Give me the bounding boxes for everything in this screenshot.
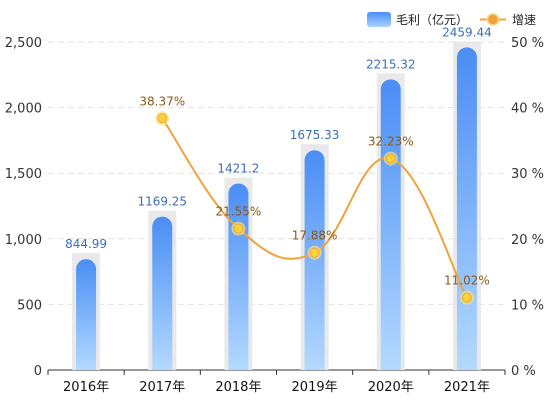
growth-line: [161, 117, 468, 299]
legend-line-marker: [486, 13, 500, 26]
bar: [380, 79, 401, 371]
x-tick-label: 2018年: [215, 380, 261, 395]
line-point: [309, 247, 320, 258]
line-data-labels: 38.37% 21.55% 17.88% 32.23% 11.02%: [139, 94, 489, 287]
line-point: [233, 223, 244, 234]
x-tick-label: 2016年: [63, 380, 109, 395]
left-tick-label: 2,500: [5, 36, 42, 51]
legend-item-bar[interactable]: 毛利（亿元）: [367, 12, 468, 27]
right-tick-label: 0 %: [511, 364, 536, 379]
left-tick-label: 1,000: [5, 233, 42, 248]
right-tick-label: 20 %: [511, 233, 544, 248]
bar: [76, 259, 97, 370]
left-tick-label: 500: [17, 298, 42, 313]
line-data-label: 32.23%: [368, 135, 414, 149]
legend: 毛利（亿元） 增速: [367, 12, 536, 27]
gridlines: [48, 41, 505, 305]
line-data-label: 17.88%: [292, 229, 338, 243]
legend-line-label: 增速: [512, 13, 536, 27]
left-tick-label: 1,500: [5, 167, 42, 182]
bar: [456, 47, 477, 370]
left-y-axis: 0 500 1,000 1,500 2,000 2,500: [5, 36, 42, 379]
bar-series: [72, 41, 481, 371]
right-tick-label: 30 %: [511, 167, 544, 182]
right-y-axis: 0 % 10 % 20 % 30 % 40 % 50 %: [511, 36, 544, 379]
right-tick-label: 10 %: [511, 298, 544, 313]
bar-data-label: 844.99: [65, 237, 107, 251]
x-tick-label: 2019年: [292, 380, 338, 395]
x-tick-label: 2021年: [444, 380, 490, 395]
bar-data-label: 2215.32: [366, 57, 416, 71]
right-tick-label: 50 %: [511, 36, 544, 51]
right-tick-label: 40 %: [511, 102, 544, 117]
bar-data-label: 1421.2: [217, 162, 259, 176]
legend-bar-swatch: [367, 12, 391, 27]
line-point: [385, 153, 396, 164]
bar-data-labels: 844.99 1169.25 1421.2 1675.33 2215.32 2459.44: [65, 25, 492, 251]
line-points: [155, 111, 474, 305]
left-tick-label: 2,000: [5, 102, 42, 117]
line-data-label: 21.55%: [216, 205, 262, 219]
x-tick-label: 2017年: [139, 380, 185, 395]
line-data-label: 11.02%: [444, 274, 490, 288]
legend-item-line[interactable]: 增速: [480, 13, 536, 27]
line-point: [461, 292, 472, 303]
bar-data-label: 1169.25: [137, 195, 187, 209]
bar: [152, 216, 173, 370]
left-tick-label: 0: [34, 364, 42, 379]
bar-data-label: 2459.44: [442, 25, 492, 39]
x-tick-label: 2020年: [368, 380, 414, 395]
bar-data-label: 1675.33: [290, 128, 340, 142]
line-data-label: 38.37%: [139, 94, 185, 108]
line-series: [161, 117, 468, 299]
bar: [304, 150, 325, 370]
x-axis: 2016年 2017年 2018年 2019年 2020年 2021年: [47, 369, 506, 395]
line-point: [157, 113, 168, 124]
legend-bar-label: 毛利（亿元）: [396, 12, 468, 27]
